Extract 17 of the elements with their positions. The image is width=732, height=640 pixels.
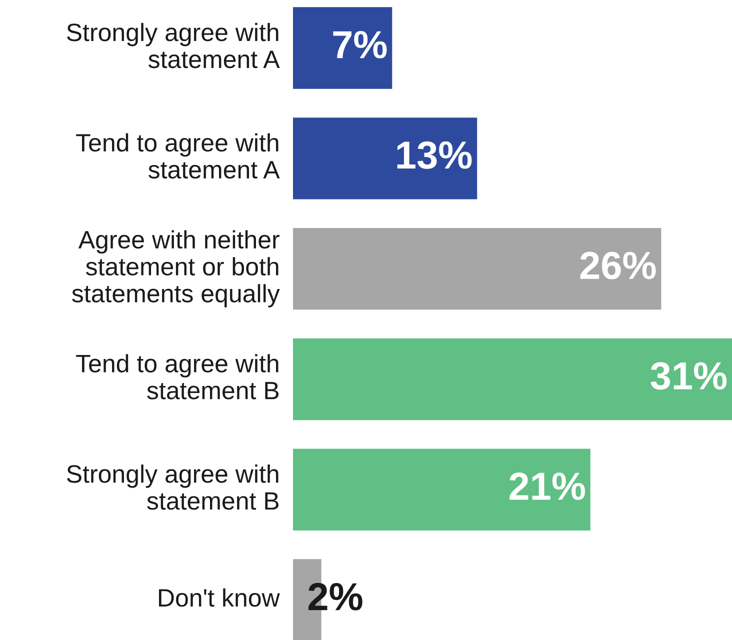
bar	[293, 7, 392, 89]
data-label: 2%	[308, 582, 362, 610]
y-tick-label: Tend to agree with statement A	[76, 133, 280, 179]
data-label: 26%	[580, 252, 656, 280]
data-label: 7%	[333, 31, 387, 58]
bar	[293, 228, 662, 310]
data-label: 31%	[650, 362, 727, 390]
data-label: 13%	[397, 141, 472, 169]
bar	[293, 448, 590, 530]
data-label: 21%	[510, 472, 585, 500]
y-tick-label: Tend to agree with statement B	[76, 354, 279, 400]
y-tick-label: Strongly agree with statement A	[66, 22, 280, 68]
y-tick-label: Don't know	[159, 588, 280, 607]
y-tick-label: Agree with neither statement or both statements equally	[72, 230, 280, 308]
bar	[293, 118, 478, 200]
bar	[293, 338, 732, 420]
y-tick-label: Strongly agree with statement B	[66, 464, 279, 510]
